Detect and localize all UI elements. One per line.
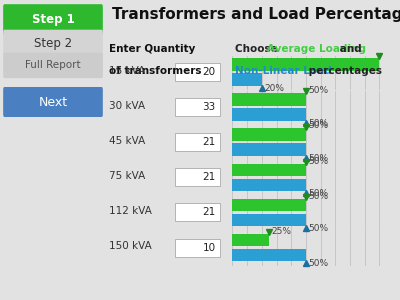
FancyBboxPatch shape xyxy=(3,30,103,57)
Text: 45 kVA: 45 kVA xyxy=(109,136,145,146)
Text: 20: 20 xyxy=(202,67,216,77)
Text: Transformers and Load Percentage: Transformers and Load Percentage xyxy=(112,8,400,22)
Bar xyxy=(232,143,306,156)
Bar xyxy=(232,249,306,261)
FancyBboxPatch shape xyxy=(3,4,103,35)
Text: 112 kVA: 112 kVA xyxy=(109,206,152,216)
FancyBboxPatch shape xyxy=(175,63,220,81)
Text: 21: 21 xyxy=(202,137,216,147)
Text: percentages: percentages xyxy=(305,66,382,76)
Text: 20%: 20% xyxy=(264,84,284,93)
FancyBboxPatch shape xyxy=(3,53,103,78)
Text: 25%: 25% xyxy=(272,227,292,236)
Text: 10: 10 xyxy=(202,242,216,253)
Text: of transformers: of transformers xyxy=(109,66,202,76)
Text: Full Report: Full Report xyxy=(25,60,81,70)
Bar xyxy=(232,234,269,246)
Bar xyxy=(232,58,380,71)
Bar xyxy=(232,178,306,191)
Text: and: and xyxy=(336,44,362,53)
Text: 15 kVA: 15 kVA xyxy=(109,65,145,76)
Text: 50%: 50% xyxy=(308,192,328,201)
Bar xyxy=(232,73,262,86)
Bar xyxy=(232,108,306,121)
Text: 150 kVA: 150 kVA xyxy=(109,241,152,251)
Text: 50%: 50% xyxy=(308,86,328,95)
Text: 30 kVA: 30 kVA xyxy=(109,100,145,111)
Text: 50%: 50% xyxy=(308,154,328,163)
Text: 50%: 50% xyxy=(308,224,328,233)
FancyBboxPatch shape xyxy=(175,203,220,221)
Text: 75 kVA: 75 kVA xyxy=(109,171,145,181)
FancyBboxPatch shape xyxy=(175,168,220,186)
Bar xyxy=(232,214,306,226)
Text: 50%: 50% xyxy=(308,259,328,268)
Text: Enter Quantity: Enter Quantity xyxy=(109,44,195,53)
Text: 50%: 50% xyxy=(308,122,328,130)
Text: 21: 21 xyxy=(202,172,216,182)
FancyBboxPatch shape xyxy=(175,98,220,116)
Text: 33: 33 xyxy=(202,102,216,112)
Text: Choose: Choose xyxy=(235,44,282,53)
Bar xyxy=(232,128,306,141)
Text: Next: Next xyxy=(38,95,68,109)
Text: 50%: 50% xyxy=(308,157,328,166)
Bar xyxy=(232,164,306,176)
FancyBboxPatch shape xyxy=(175,238,220,256)
Bar xyxy=(232,199,306,211)
Text: 50%: 50% xyxy=(308,189,328,198)
Bar xyxy=(232,93,306,106)
FancyBboxPatch shape xyxy=(3,87,103,117)
Text: 21: 21 xyxy=(202,207,216,218)
Text: Non-Linear Load: Non-Linear Load xyxy=(235,66,332,76)
Text: Step 2: Step 2 xyxy=(34,37,72,50)
Text: Step 1: Step 1 xyxy=(32,13,74,26)
FancyBboxPatch shape xyxy=(175,133,220,151)
Text: 50%: 50% xyxy=(308,119,328,128)
Text: Average Loading: Average Loading xyxy=(267,44,366,53)
